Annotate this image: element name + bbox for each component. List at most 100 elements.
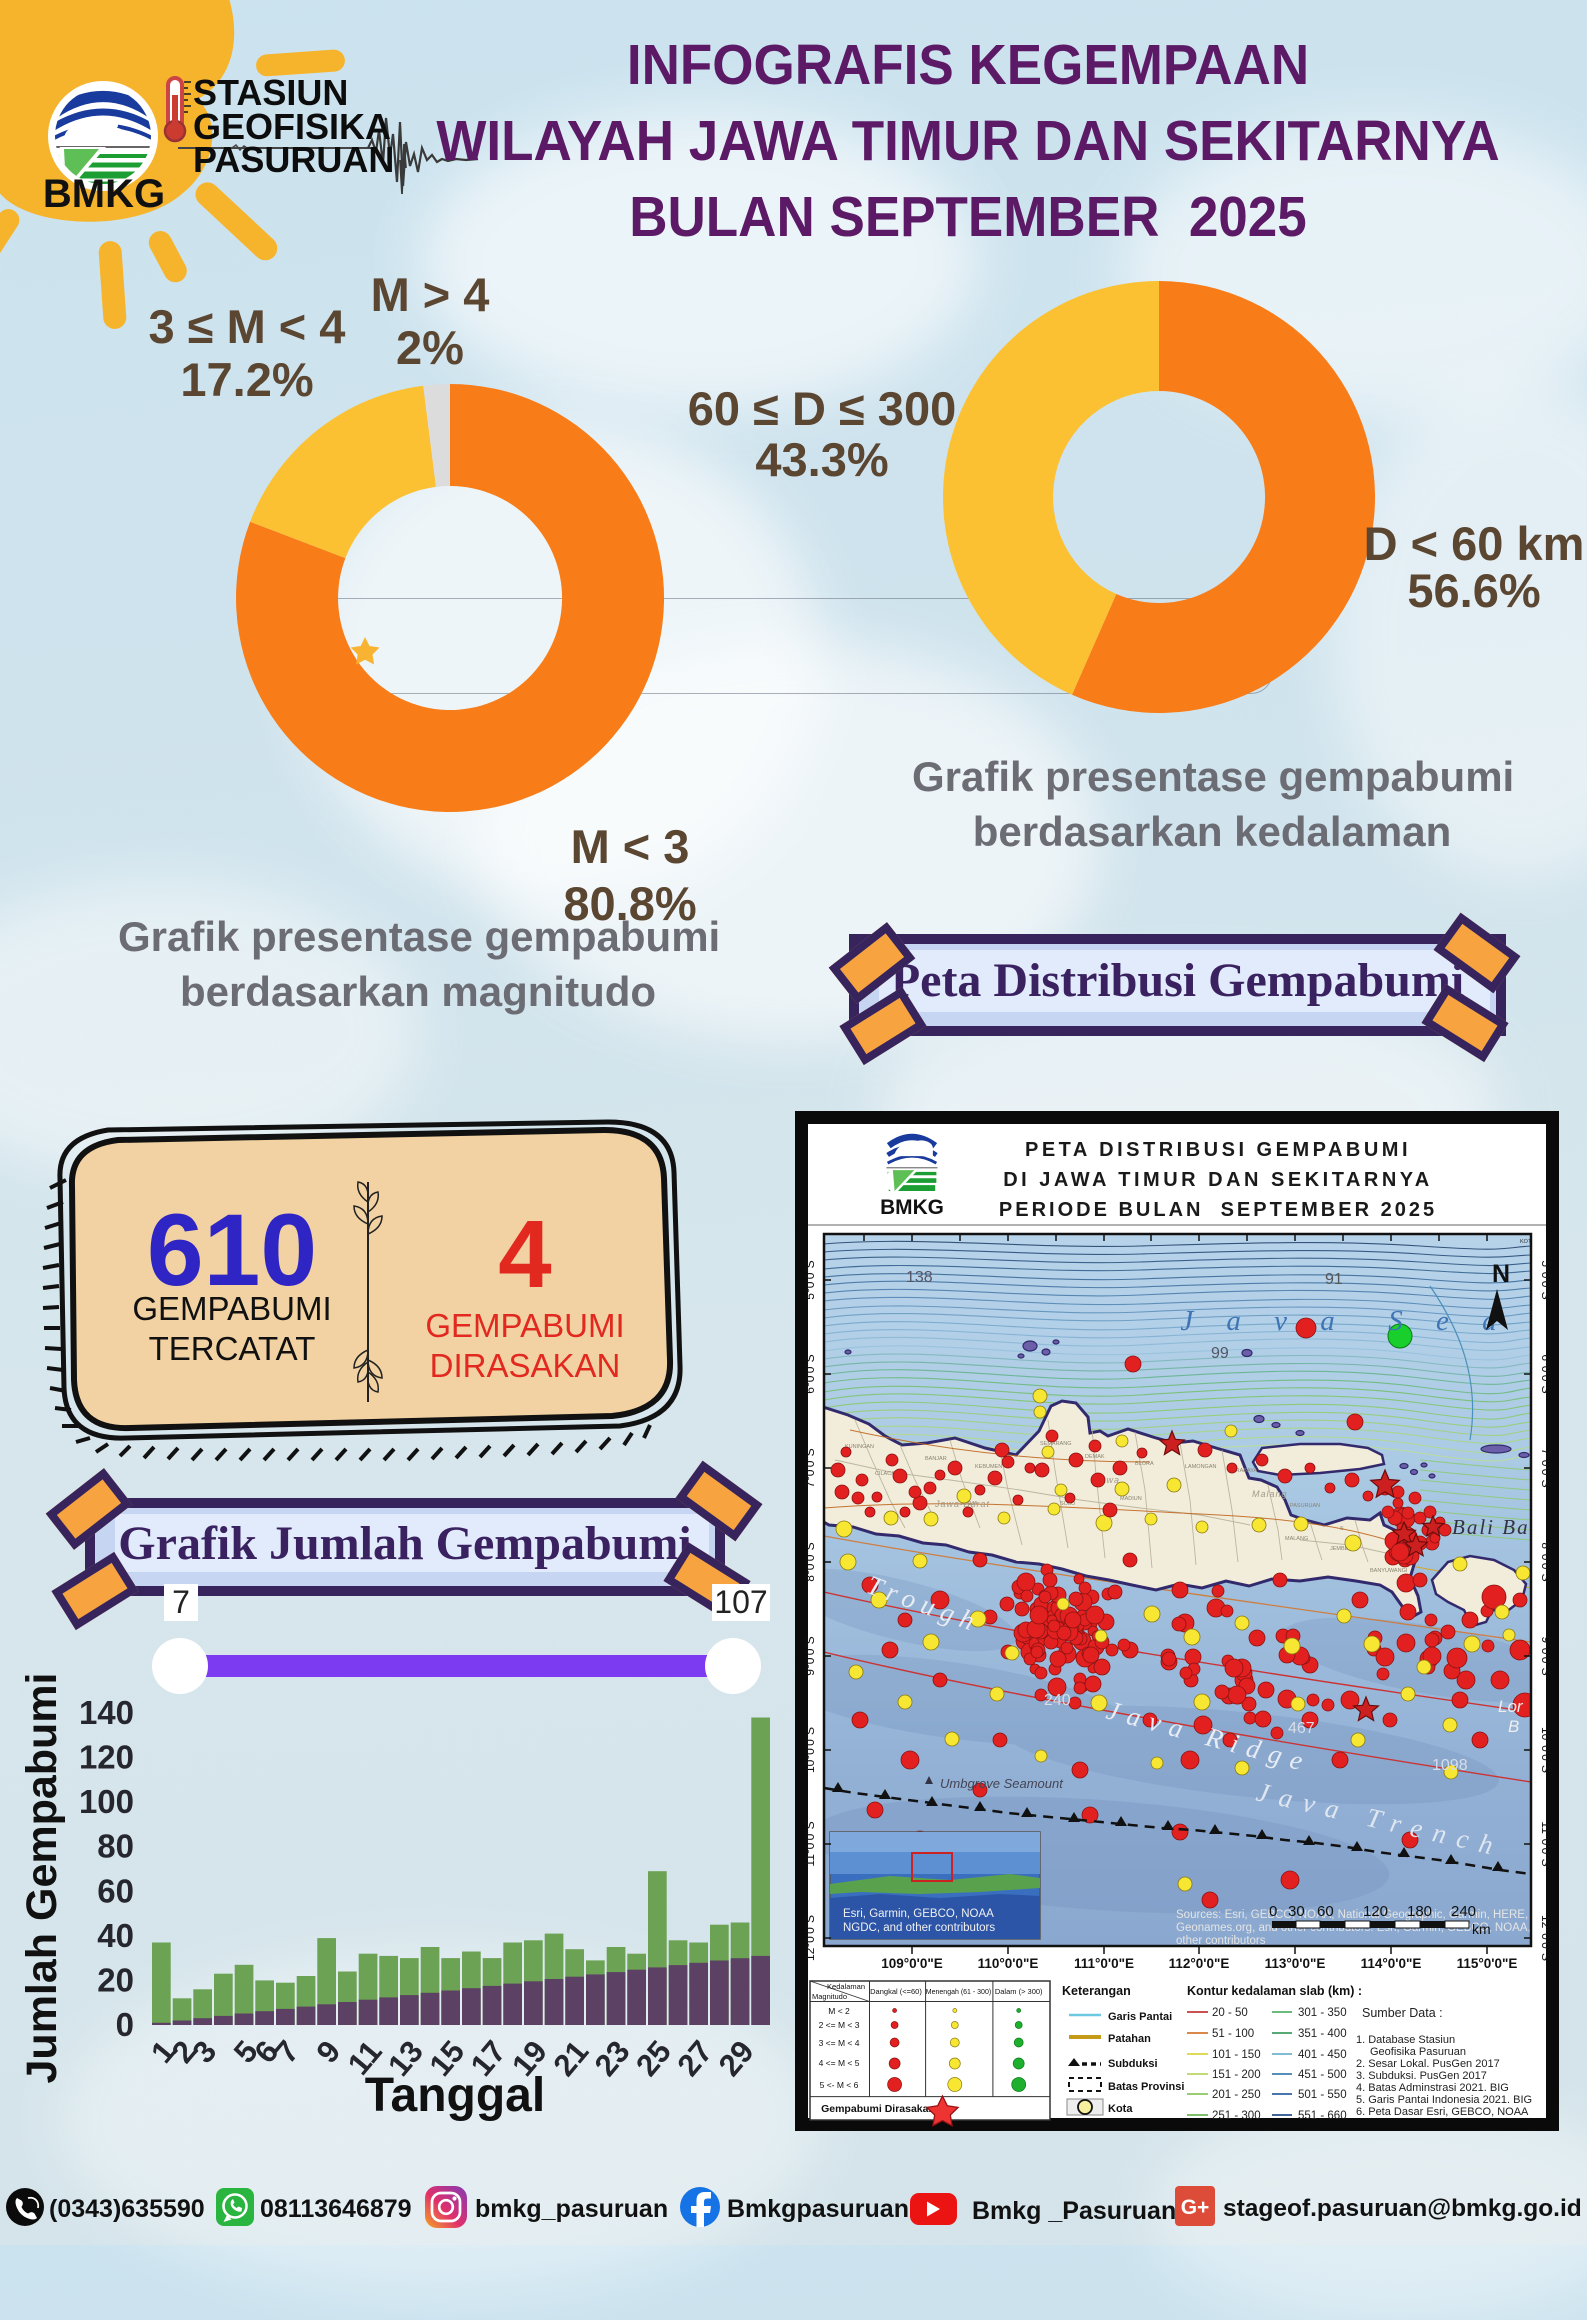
svg-text:stageof.pasuruan@bmkg.go.id: stageof.pasuruan@bmkg.go.id xyxy=(1223,2195,1582,2222)
svg-text:MALANG: MALANG xyxy=(1285,1536,1308,1542)
svg-text:Batas Provinsi: Batas Provinsi xyxy=(1108,2081,1184,2093)
svg-text:Garis Pantai: Garis Pantai xyxy=(1108,2011,1172,2023)
svg-text:Jawa Barat: Jawa Barat xyxy=(934,1499,990,1509)
svg-text:4. Batas Adminstrasi 2021. BIG: 4. Batas Adminstrasi 2021. BIG xyxy=(1356,2082,1509,2094)
svg-text:120: 120 xyxy=(79,1739,134,1776)
svg-text:DI JAWA TIMUR DAN SEKITARNYA: DI JAWA TIMUR DAN SEKITARNYA xyxy=(1003,1169,1433,1191)
svg-text:5°0'0"S: 5°0'0"S xyxy=(1539,1260,1553,1299)
svg-text:M < 2: M < 2 xyxy=(828,2006,850,2016)
svg-text:Kota: Kota xyxy=(1108,2103,1133,2115)
svg-text:Umbgrove Seamount: Umbgrove Seamount xyxy=(940,1776,1064,1791)
svg-text:120: 120 xyxy=(1363,1903,1388,1920)
svg-text:7°0'0"S: 7°0'0"S xyxy=(1539,1448,1553,1487)
svg-text:Lor: Lor xyxy=(1498,1697,1524,1716)
svg-text:Dangkal (<=60): Dangkal (<=60) xyxy=(870,1987,922,1996)
svg-text:BANYUWANGI: BANYUWANGI xyxy=(1370,1568,1408,1574)
svg-text:100: 100 xyxy=(79,1783,134,1820)
svg-text:SEMARANG: SEMARANG xyxy=(1040,1441,1071,1447)
svg-text:27: 27 xyxy=(670,2034,719,2083)
svg-text:9°0'0"S: 9°0'0"S xyxy=(803,1636,817,1675)
svg-text:6°0'0"S: 6°0'0"S xyxy=(803,1354,817,1393)
svg-text:Menengah (61 - 300): Menengah (61 - 300) xyxy=(926,1989,991,1996)
svg-text:112°0'0"E: 112°0'0"E xyxy=(1169,1956,1230,1971)
svg-text:30: 30 xyxy=(1288,1903,1305,1920)
svg-text:BANJAR: BANJAR xyxy=(925,1456,947,1462)
svg-text:DEMAK: DEMAK xyxy=(1085,1454,1105,1460)
svg-text:Gempabumi Dirasakan: Gempabumi Dirasakan xyxy=(821,2103,935,2115)
svg-text:8°0'0"S: 8°0'0"S xyxy=(1539,1542,1553,1581)
svg-text:3 <= M < 4: 3 <= M < 4 xyxy=(819,2038,860,2048)
svg-text:11°0'0"S: 11°0'0"S xyxy=(803,1821,817,1866)
svg-text:BLORA: BLORA xyxy=(1135,1461,1154,1467)
svg-text:KOTA BARU: KOTA BARU xyxy=(1520,1239,1551,1245)
svg-text:101 - 150: 101 - 150 xyxy=(1212,2049,1261,2061)
svg-text:240: 240 xyxy=(1451,1903,1476,1920)
svg-text:251 - 300: 251 - 300 xyxy=(1212,2110,1261,2122)
svg-text:5 <- M < 6: 5 <- M < 6 xyxy=(820,2080,859,2090)
svg-text:467: 467 xyxy=(1288,1720,1315,1737)
svg-text:PERIODE BULAN SEPTEMBER 2025: PERIODE BULAN SEPTEMBER 2025 xyxy=(999,1199,1437,1221)
svg-text:KUNINGAN: KUNINGAN xyxy=(845,1444,874,1450)
svg-text:Malang: Malang xyxy=(1252,1489,1288,1499)
svg-text:501 - 550: 501 - 550 xyxy=(1298,2089,1347,2101)
svg-text:9°0'0"S: 9°0'0"S xyxy=(1539,1636,1553,1675)
svg-text:Kedalaman: Kedalaman xyxy=(827,1982,865,1991)
svg-text:10°0'0"S: 10°0'0"S xyxy=(803,1727,817,1773)
svg-text:MADIUN: MADIUN xyxy=(1120,1496,1142,1502)
svg-text:29: 29 xyxy=(712,2034,761,2083)
svg-text:G+: G+ xyxy=(1181,2196,1210,2219)
svg-text:5°0'0"S: 5°0'0"S xyxy=(803,1260,817,1299)
svg-text:401 - 450: 401 - 450 xyxy=(1298,2049,1347,2061)
svg-text:12°0'0"S: 12°0'0"S xyxy=(1539,1915,1553,1961)
svg-text:3. Subduksi. PusGen 2017: 3. Subduksi. PusGen 2017 xyxy=(1356,2070,1487,2082)
svg-text:60: 60 xyxy=(97,1872,134,1909)
svg-text:Jumlah Gempabumi: Jumlah Gempabumi xyxy=(18,1673,66,2084)
svg-text:180: 180 xyxy=(1407,1903,1432,1920)
svg-text:0: 0 xyxy=(1269,1903,1277,1920)
svg-text:11°0'0"S: 11°0'0"S xyxy=(1539,1821,1553,1866)
svg-text:201 - 250: 201 - 250 xyxy=(1212,2089,1261,2101)
svg-text:JOGJA: JOGJA xyxy=(960,1501,978,1507)
svg-text:(0343)635590: (0343)635590 xyxy=(49,2195,205,2223)
svg-text:7°0'0"S: 7°0'0"S xyxy=(803,1448,817,1487)
svg-text:NGDC, and other contributors: NGDC, and other contributors xyxy=(843,1922,995,1934)
svg-text:Kontur kedalaman slab (km) :: Kontur kedalaman slab (km) : xyxy=(1187,1984,1362,1998)
svg-text:Jawa: Jawa xyxy=(1094,1475,1120,1485)
svg-text:bmkg_pasuruan: bmkg_pasuruan xyxy=(475,2195,668,2223)
svg-text:B: B xyxy=(1508,1717,1519,1736)
svg-text:1. Database Stasiun: 1. Database Stasiun xyxy=(1356,2034,1455,2046)
svg-text:Keterangan: Keterangan xyxy=(1062,1984,1131,1998)
svg-text:Bmkgpasuruan: Bmkgpasuruan xyxy=(727,2195,909,2223)
svg-text:1098: 1098 xyxy=(1432,1757,1468,1774)
svg-text:Patahan: Patahan xyxy=(1108,2033,1151,2045)
svg-text:99: 99 xyxy=(1211,1345,1229,1362)
svg-text:240: 240 xyxy=(1044,1692,1071,1709)
svg-text:other contributors: other contributors xyxy=(1176,1935,1266,1947)
svg-text:12°0'0"S: 12°0'0"S xyxy=(803,1915,817,1961)
svg-text:0: 0 xyxy=(116,2006,134,2043)
svg-text:138: 138 xyxy=(906,1269,933,1286)
svg-text:4 <= M < 5: 4 <= M < 5 xyxy=(819,2058,860,2068)
svg-text:BMKG: BMKG xyxy=(880,1196,944,1219)
svg-text:PETA DISTRIBUSI GEMPABUMI: PETA DISTRIBUSI GEMPABUMI xyxy=(1025,1139,1411,1161)
svg-text:SOLO: SOLO xyxy=(1060,1501,1076,1507)
svg-text:110°0'0"E: 110°0'0"E xyxy=(978,1956,1039,1971)
svg-text:115°0'0"E: 115°0'0"E xyxy=(1457,1956,1518,1971)
svg-text:109°0'0"E: 109°0'0"E xyxy=(881,1956,943,1971)
svg-text:N: N xyxy=(1492,1260,1510,1288)
svg-text:Bmkg _Pasuruan: Bmkg _Pasuruan xyxy=(972,2197,1176,2225)
svg-text:CILACAP: CILACAP xyxy=(875,1471,899,1477)
svg-text:KEBUMEN: KEBUMEN xyxy=(975,1464,1002,1470)
svg-text:Esri, Garmin, GEBCO, NOAA: Esri, Garmin, GEBCO, NOAA xyxy=(843,1908,994,1920)
svg-text:351 - 400: 351 - 400 xyxy=(1298,2028,1347,2040)
svg-text:BMKG: BMKG xyxy=(43,172,165,216)
svg-text:114°0'0"E: 114°0'0"E xyxy=(1361,1956,1422,1971)
svg-text:140: 140 xyxy=(79,1694,134,1731)
svg-text:20 - 50: 20 - 50 xyxy=(1212,2007,1248,2019)
svg-text:SURABAYA: SURABAYA xyxy=(1228,1468,1257,1474)
svg-text:151 - 200: 151 - 200 xyxy=(1212,2069,1261,2081)
svg-text:Subduksi: Subduksi xyxy=(1108,2058,1158,2070)
svg-text:J a v a S e a: J a v a S e a xyxy=(1180,1305,1509,1337)
svg-text:km: km xyxy=(1472,1921,1491,1937)
svg-text:5. Garis Pantai Indonesia 2021: 5. Garis Pantai Indonesia 2021. BIG xyxy=(1356,2094,1532,2106)
